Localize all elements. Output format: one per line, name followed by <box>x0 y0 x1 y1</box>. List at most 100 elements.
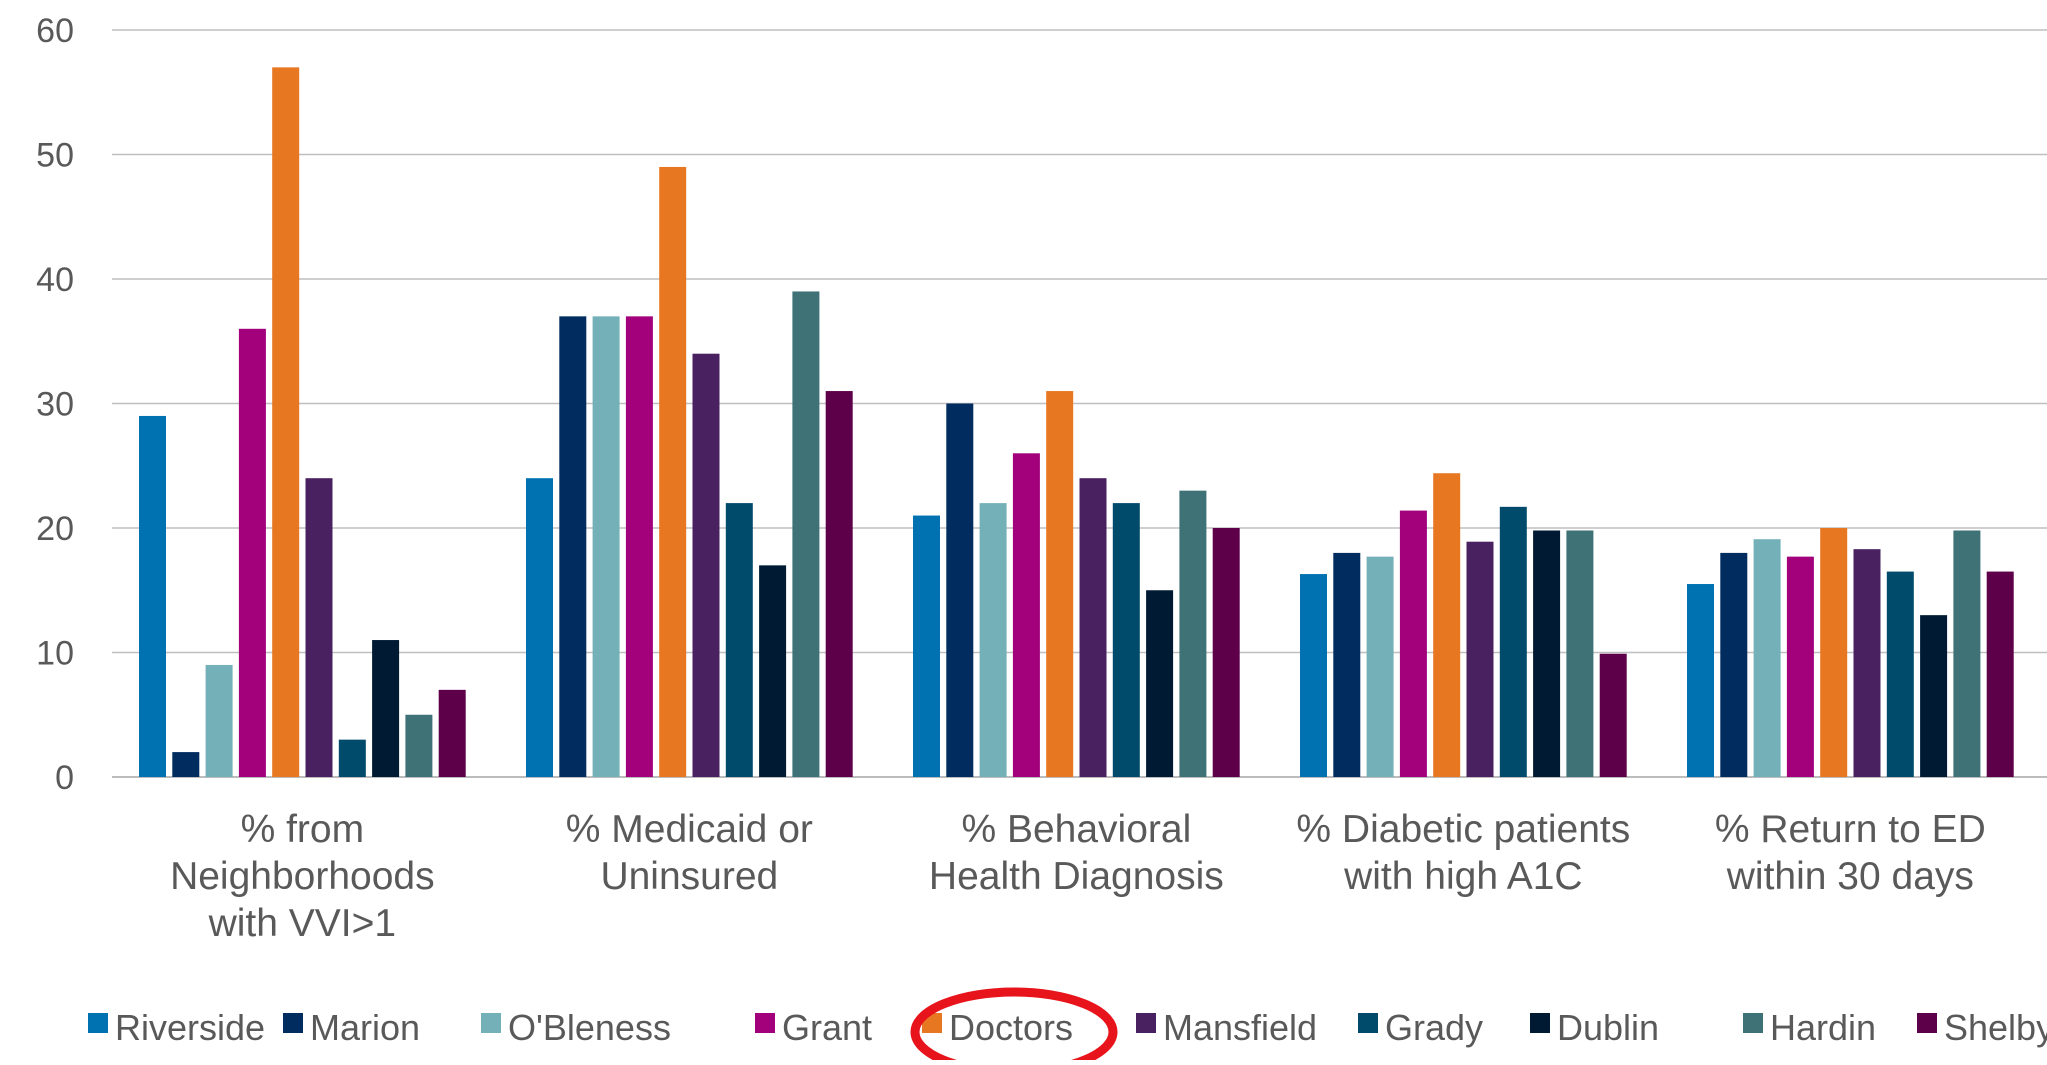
x-category-label-line: % Diabetic patients <box>1296 808 1630 851</box>
legend-label: Doctors <box>949 1007 1073 1048</box>
bar-o-bleness <box>1753 539 1781 777</box>
bar-mansfield <box>1853 549 1881 777</box>
legend-label: Grady <box>1385 1007 1483 1048</box>
legend-swatch <box>1743 1013 1763 1033</box>
legend-label: Riverside <box>115 1007 265 1048</box>
y-tick-label: 10 <box>36 635 74 673</box>
bar-riverside <box>139 415 166 777</box>
y-tick-label: 50 <box>36 137 74 175</box>
legend: Riverside Marion O'Bleness Grant Doctors Mans… <box>88 1007 2047 1048</box>
x-category-label-line: Uninsured <box>600 855 778 898</box>
bar-shelby <box>1986 571 2014 777</box>
bar-o-bleness <box>205 664 233 777</box>
legend-label: O'Bleness <box>508 1007 671 1048</box>
bar-riverside <box>913 515 940 777</box>
x-category-label-line: with high A1C <box>1343 855 1582 898</box>
legend-label: Grant <box>782 1007 872 1048</box>
legend-label: Mansfield <box>1163 1007 1317 1048</box>
bar-mansfield <box>692 353 720 777</box>
bar-shelby <box>438 689 466 777</box>
bar-grant <box>1399 510 1427 777</box>
bar-doctors <box>1820 528 1848 777</box>
bar-grant <box>238 328 266 777</box>
bar-grant <box>625 316 653 777</box>
legend-swatch <box>481 1013 501 1033</box>
bar-riverside <box>1300 574 1327 777</box>
bar-marion <box>559 316 587 777</box>
bar-marion <box>946 403 974 777</box>
bar-shelby <box>1599 653 1627 777</box>
bar-o-bleness <box>979 503 1007 777</box>
y-tick-label: 60 <box>36 12 74 50</box>
x-category-label-line: % Behavioral <box>961 808 1191 851</box>
bar-doctors <box>659 166 687 777</box>
legend-swatch <box>1358 1013 1378 1033</box>
x-category-label-line: within 30 days <box>1726 855 1974 898</box>
bar-riverside <box>526 478 553 777</box>
x-category-label: % Return to ED within 30 days <box>1715 808 1986 898</box>
x-category-label-line: % Medicaid or <box>566 808 813 851</box>
bar-o-bleness <box>1366 556 1394 777</box>
x-category-label: % Medicaid or Uninsured <box>566 808 813 898</box>
legend-swatch <box>1136 1013 1156 1033</box>
legend-swatch <box>88 1013 108 1033</box>
legend-label: Dublin <box>1557 1007 1659 1048</box>
bar-hardin <box>1566 530 1594 777</box>
bars <box>139 67 2014 778</box>
bar-dublin <box>372 640 400 777</box>
bar-grady <box>1886 571 1914 777</box>
bar-dublin <box>1920 615 1948 777</box>
legend-swatch <box>1917 1013 1937 1033</box>
bar-grant <box>1012 453 1040 777</box>
x-axis-labels: % from Neighborhoods with VVI>1 % Medicaid … <box>170 808 1986 945</box>
legend-swatch <box>283 1013 303 1033</box>
legend-label: Shelby <box>1944 1007 2047 1048</box>
bar-marion <box>1720 552 1748 777</box>
x-category-label: % Diabetic patients with high A1C <box>1296 808 1630 898</box>
bar-grady <box>725 503 753 777</box>
x-category-label: % Behavioral Health Diagnosis <box>929 808 1224 898</box>
y-tick-label: 30 <box>36 386 74 424</box>
bar-shelby <box>1212 528 1240 777</box>
y-tick-label: 0 <box>55 759 74 797</box>
bar-doctors <box>1433 473 1461 777</box>
highlight-circle <box>910 987 1118 1065</box>
legend-label: Hardin <box>1770 1007 1876 1048</box>
bar-doctors <box>272 67 300 778</box>
legend-swatch <box>755 1013 775 1033</box>
x-category-label-line: % from <box>241 808 365 851</box>
bar-marion <box>1333 552 1361 777</box>
bar-o-bleness <box>592 316 620 777</box>
y-tick-label: 20 <box>36 510 74 548</box>
x-category-label-line: with VVI>1 <box>208 902 397 945</box>
bar-grady <box>338 739 366 777</box>
bar-hardin <box>1953 530 1981 777</box>
y-tick-label: 40 <box>36 261 74 299</box>
bar-hardin <box>1179 490 1207 777</box>
bar-grady <box>1499 506 1527 777</box>
x-category-label-line: Health Diagnosis <box>929 855 1224 898</box>
bar-mansfield <box>1466 541 1494 777</box>
x-category-label-line: % Return to ED <box>1715 808 1986 851</box>
bar-marion <box>172 752 200 777</box>
y-axis-ticks: 0 10 20 30 40 50 60 <box>36 12 74 797</box>
bar-dublin <box>759 565 787 777</box>
bar-doctors <box>1046 391 1074 777</box>
bar-grady <box>1112 503 1140 777</box>
x-category-label: % from Neighborhoods with VVI>1 <box>170 808 435 945</box>
bar-hardin <box>405 714 433 777</box>
x-category-label-line: Neighborhoods <box>170 855 435 898</box>
highlight-annotation <box>910 987 1118 1065</box>
bar-mansfield <box>305 478 333 777</box>
bar-mansfield <box>1079 478 1107 777</box>
legend-label: Marion <box>310 1007 420 1048</box>
bar-dublin <box>1533 530 1561 777</box>
bar-dublin <box>1146 590 1174 777</box>
legend-swatch <box>1530 1013 1550 1033</box>
bar-grant <box>1786 556 1814 777</box>
bar-hardin <box>792 291 820 777</box>
bar-riverside <box>1687 584 1714 777</box>
bar-shelby <box>825 391 853 777</box>
